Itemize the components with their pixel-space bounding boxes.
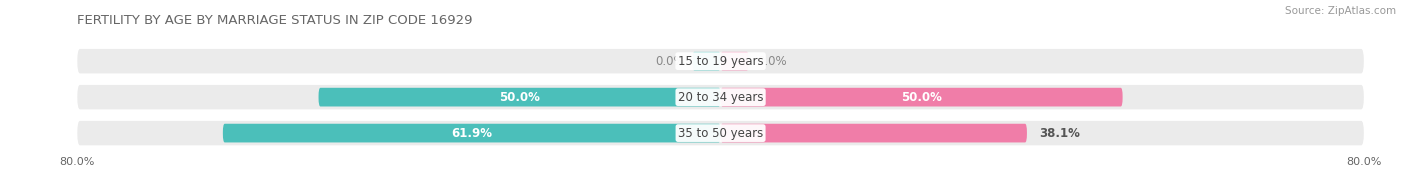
- Text: Source: ZipAtlas.com: Source: ZipAtlas.com: [1285, 6, 1396, 16]
- Text: 15 to 19 years: 15 to 19 years: [678, 55, 763, 68]
- FancyBboxPatch shape: [721, 88, 1122, 106]
- Text: 38.1%: 38.1%: [1039, 127, 1080, 140]
- FancyBboxPatch shape: [721, 124, 1026, 142]
- FancyBboxPatch shape: [319, 88, 721, 106]
- FancyBboxPatch shape: [77, 85, 1364, 109]
- FancyBboxPatch shape: [721, 52, 749, 71]
- Text: 61.9%: 61.9%: [451, 127, 492, 140]
- FancyBboxPatch shape: [77, 121, 1364, 145]
- Text: 35 to 50 years: 35 to 50 years: [678, 127, 763, 140]
- FancyBboxPatch shape: [224, 124, 721, 142]
- FancyBboxPatch shape: [77, 49, 1364, 73]
- FancyBboxPatch shape: [692, 52, 721, 71]
- Text: 50.0%: 50.0%: [901, 91, 942, 104]
- Text: 0.0%: 0.0%: [756, 55, 786, 68]
- Text: 0.0%: 0.0%: [655, 55, 685, 68]
- Text: FERTILITY BY AGE BY MARRIAGE STATUS IN ZIP CODE 16929: FERTILITY BY AGE BY MARRIAGE STATUS IN Z…: [77, 14, 472, 27]
- Text: 50.0%: 50.0%: [499, 91, 540, 104]
- Text: 20 to 34 years: 20 to 34 years: [678, 91, 763, 104]
